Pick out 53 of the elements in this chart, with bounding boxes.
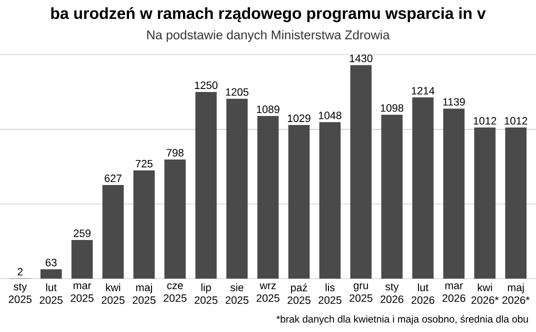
x-tick-label: mar 2026 (442, 283, 466, 302)
x-tick-label: paź 2025 (288, 283, 310, 304)
bar (71, 240, 93, 279)
x-tick-label: kwi 2025 (102, 283, 124, 304)
x-tick-label: sty 2025 (8, 283, 32, 304)
bar (195, 92, 217, 279)
data-label: 1250 (194, 82, 218, 90)
data-label: 725 (136, 160, 153, 168)
data-label: 1430 (350, 54, 372, 62)
bar (226, 98, 248, 279)
bar (474, 128, 496, 279)
data-label: 1029 (288, 114, 310, 122)
x-tick-label: gru 2025 (350, 283, 372, 302)
bar (40, 269, 62, 279)
bar (257, 116, 279, 279)
x-tick-label: wrz 2025 (256, 283, 280, 302)
data-label: 1012 (504, 117, 528, 125)
data-label: 2 (18, 268, 23, 276)
data-label: 1048 (318, 112, 342, 120)
bar (350, 65, 372, 279)
bar (164, 159, 186, 279)
data-label: 63 (46, 258, 57, 266)
x-tick-label: lis 2025 (318, 283, 342, 304)
x-tick-label: sty 2026 (380, 283, 404, 304)
data-label: 1139 (443, 98, 465, 106)
bar (381, 114, 403, 279)
data-label: 259 (74, 229, 90, 238)
chart-title: ba urodzeń w ramach rządowego programu wsparcia in v (51, 7, 486, 22)
x-tick-label: mar 2025 (70, 283, 94, 302)
data-label: 1205 (226, 88, 248, 96)
text: *brak danych dla kwietnia i maja osobno, średnia dla obu (276, 315, 528, 325)
bar (319, 122, 341, 279)
bar (505, 128, 527, 279)
data-label: 1214 (412, 86, 434, 94)
chart-subtitle: Na podstawie danych Ministerstwa Zdrowia (147, 30, 390, 42)
x-tick-label: maj 2025 (132, 283, 156, 304)
data-label: 1089 (256, 106, 280, 114)
data-label: 1012 (474, 117, 496, 125)
x-tick-label: lut 2025 (40, 283, 63, 304)
x-tick-label: maj 2026* (502, 283, 530, 304)
x-tick-label: lip 2025 (194, 283, 218, 304)
bar (443, 108, 465, 279)
bar (412, 97, 434, 279)
data-label: 1098 (380, 104, 404, 112)
bar (133, 170, 155, 279)
x-tick-label: kwi 2026* (471, 283, 499, 304)
x-tick-label: lut 2026 (412, 283, 434, 304)
bar (102, 185, 124, 279)
x-tick-label: sie 2025 (226, 283, 248, 304)
x-tick-label: cze 2025 (164, 283, 186, 302)
data-label: 627 (104, 174, 122, 182)
data-label: 798 (166, 149, 184, 157)
bar (288, 124, 310, 279)
